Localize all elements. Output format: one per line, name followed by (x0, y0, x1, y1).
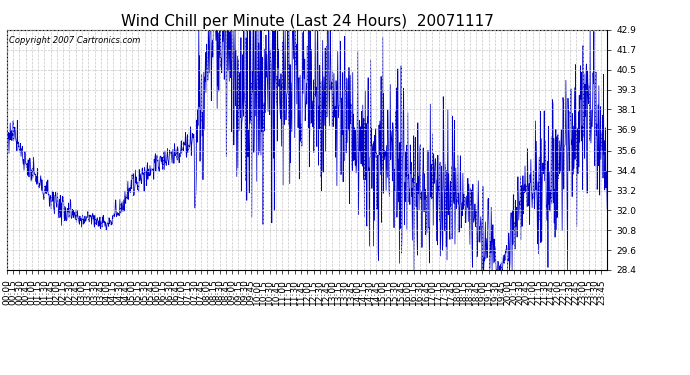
Text: Copyright 2007 Cartronics.com: Copyright 2007 Cartronics.com (9, 36, 140, 45)
Title: Wind Chill per Minute (Last 24 Hours)  20071117: Wind Chill per Minute (Last 24 Hours) 20… (121, 14, 493, 29)
